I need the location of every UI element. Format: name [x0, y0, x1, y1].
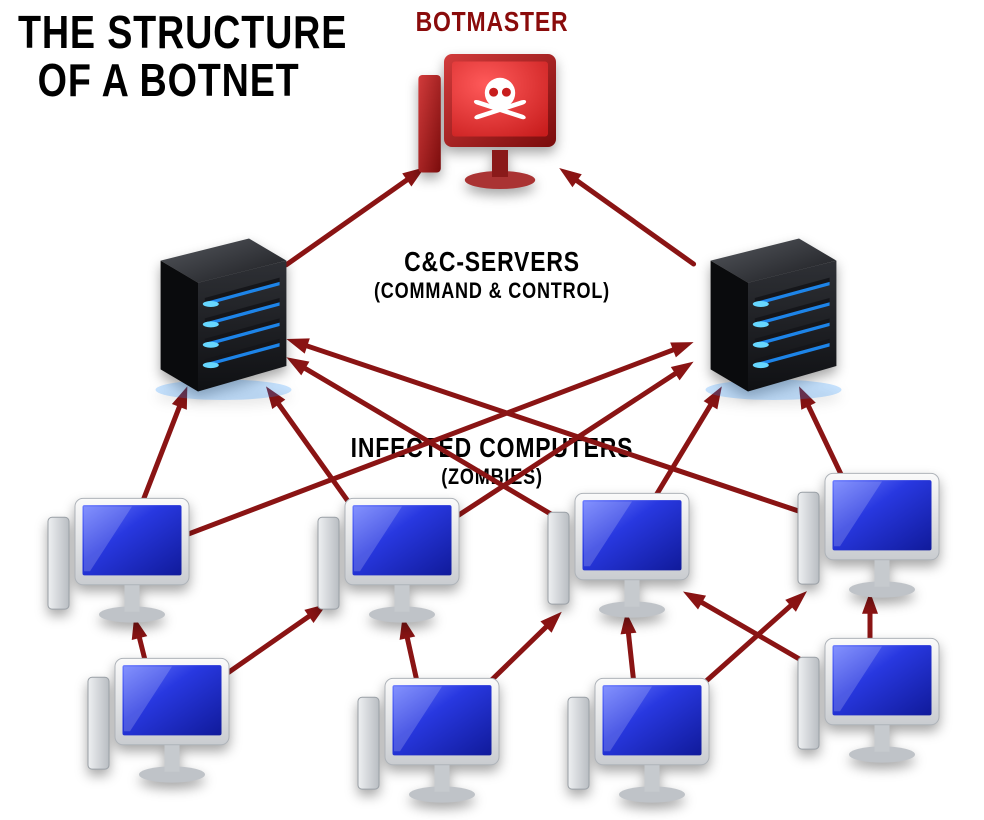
- diagram-stage: THE STRUCTURE OF A BOTNET BOTMASTER C&C-…: [0, 0, 984, 820]
- zombie-computer-icon: [795, 468, 945, 603]
- zombie-computer-icon: [45, 493, 195, 628]
- zombies-line2: (ZOMBIES): [312, 464, 673, 489]
- server-icon: [680, 230, 850, 400]
- cnc-label: C&C-SERVERS (COMMAND & CONTROL): [312, 246, 673, 303]
- diagram-title: THE STRUCTURE OF A BOTNET: [18, 8, 347, 105]
- zombies-label: INFECTED COMPUTERS (ZOMBIES): [312, 432, 673, 489]
- zombie-computer-icon: [355, 673, 505, 808]
- title-line1: THE STRUCTURE: [18, 8, 347, 56]
- zombie-computer-icon: [545, 488, 695, 623]
- botmaster-label: BOTMASTER: [369, 6, 615, 38]
- zombies-line1: INFECTED COMPUTERS: [312, 432, 673, 464]
- botmaster-icon: [412, 45, 572, 195]
- zombie-computer-icon: [565, 673, 715, 808]
- title-line2: OF A BOTNET: [38, 56, 348, 104]
- server-icon: [130, 230, 300, 400]
- zombie-computer-icon: [795, 633, 945, 768]
- cnc-line2: (COMMAND & CONTROL): [312, 278, 673, 303]
- zombie-computer-icon: [315, 493, 465, 628]
- cnc-line1: C&C-SERVERS: [312, 246, 673, 278]
- zombie-computer-icon: [85, 653, 235, 788]
